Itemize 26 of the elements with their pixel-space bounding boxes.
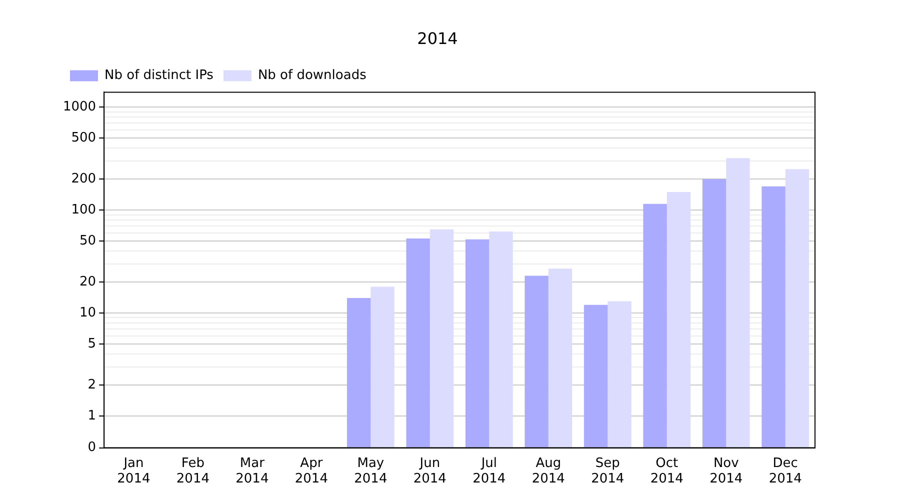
x-tick-label: Sep 2014 <box>591 456 624 487</box>
x-tick-label: Dec 2014 <box>768 456 802 487</box>
y-tick-label: 1000 <box>62 100 96 115</box>
y-tick-label: 1 <box>88 408 96 424</box>
y-tick-label: 50 <box>80 233 96 248</box>
y-tick-label: 200 <box>71 172 96 187</box>
y-tick-label: 100 <box>71 202 96 218</box>
x-tick-label: Jan 2014 <box>117 456 150 487</box>
y-tick-label: 20 <box>80 274 96 290</box>
x-tick-label: Oct 2014 <box>650 456 684 487</box>
x-tick-label: Mar 2014 <box>236 456 269 487</box>
x-tick-label: Feb 2014 <box>176 456 210 487</box>
y-tick-label: 2 <box>88 377 96 392</box>
legend-label: Nb of downloads <box>258 68 367 84</box>
y-tick-label: 500 <box>71 130 96 146</box>
x-tick-label: May 2014 <box>354 456 388 487</box>
x-tick-label: Nov 2014 <box>710 456 743 487</box>
x-tick-label: Aug 2014 <box>532 456 565 487</box>
x-tick-label: Apr 2014 <box>294 456 328 487</box>
legend-label: Nb of distinct IPs <box>104 68 214 84</box>
y-tick-label: 0 <box>88 440 96 456</box>
x-tick-label: Jul 2014 <box>472 456 506 487</box>
y-tick-label: 5 <box>88 336 96 352</box>
y-tick-label: 10 <box>80 305 96 320</box>
x-tick-label: Jun 2014 <box>413 456 446 487</box>
chart-title: 2014 <box>417 28 458 48</box>
